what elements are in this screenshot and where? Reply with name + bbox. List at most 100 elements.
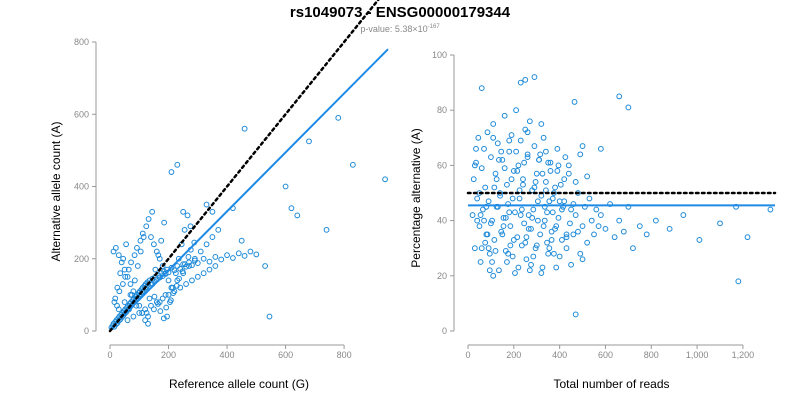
data-point: [478, 165, 485, 172]
data-point: [571, 99, 578, 105]
data-point: [523, 256, 530, 263]
data-point: [168, 284, 175, 291]
y-tick-label: 40: [437, 216, 447, 226]
x-axis-title: Reference allele count (G): [169, 377, 309, 391]
data-point: [110, 248, 117, 255]
data-point: [568, 261, 574, 268]
data-point: [572, 212, 579, 218]
data-point: [553, 264, 560, 271]
y-tick-label: 0: [442, 326, 447, 336]
y-tick-label: 80: [437, 105, 447, 115]
data-point: [575, 228, 581, 235]
data-point: [183, 281, 189, 287]
data-point: [514, 234, 521, 241]
data-point: [266, 313, 273, 320]
data-point: [506, 137, 513, 144]
data-point: [335, 114, 342, 121]
data-point: [489, 259, 495, 265]
data-point: [538, 270, 545, 276]
data-point: [501, 165, 508, 172]
data-point: [474, 217, 481, 224]
data-point: [496, 156, 502, 163]
data-point: [294, 212, 301, 219]
data-point: [479, 206, 486, 213]
data-point: [124, 317, 131, 324]
data-point: [554, 145, 561, 152]
data-point: [484, 231, 491, 238]
data-point: [184, 212, 191, 219]
data-point: [197, 248, 204, 255]
data-point: [525, 212, 532, 218]
data-point: [121, 299, 128, 306]
data-point: [513, 107, 520, 114]
data-point: [517, 79, 524, 86]
data-point: [530, 253, 537, 260]
data-point: [509, 195, 516, 202]
data-point: [127, 281, 134, 287]
data-point: [493, 176, 500, 183]
data-point: [548, 237, 555, 243]
data-point: [185, 254, 192, 260]
data-point: [547, 159, 554, 166]
data-point: [469, 212, 476, 218]
data-point: [546, 198, 553, 205]
data-point: [509, 253, 516, 260]
data-point: [224, 252, 230, 259]
data-point: [206, 258, 213, 265]
data-point: [247, 248, 254, 255]
data-point: [508, 176, 515, 183]
data-point: [498, 148, 505, 155]
data-point: [696, 237, 703, 243]
x-tick-label: 800: [337, 350, 352, 360]
data-point: [563, 245, 570, 252]
data-point: [218, 256, 225, 263]
data-point: [548, 228, 555, 235]
data-point: [534, 217, 541, 224]
data-point: [151, 293, 158, 300]
data-point: [117, 270, 124, 277]
data-point: [572, 179, 579, 185]
data-point: [133, 295, 140, 302]
data-point: [150, 241, 157, 248]
data-point: [532, 245, 539, 252]
data-point: [174, 161, 181, 168]
chart-subtitle: p-value: 5.38×10-167: [0, 24, 800, 34]
data-point: [652, 217, 659, 224]
data-point: [155, 301, 161, 307]
data-point: [542, 148, 549, 155]
data-point: [145, 313, 151, 320]
data-point: [597, 212, 604, 218]
data-point: [504, 181, 510, 188]
data-point: [584, 173, 591, 180]
data-point: [521, 220, 528, 227]
data-point: [577, 250, 584, 257]
data-point: [200, 255, 207, 262]
data-point: [484, 129, 491, 136]
data-point: [471, 245, 478, 252]
data-point: [514, 168, 521, 174]
data-point: [501, 112, 508, 119]
fit-line: [109, 48, 389, 330]
data-point: [206, 266, 213, 273]
data-point: [165, 277, 172, 284]
x-tick-label: 600: [278, 350, 293, 360]
y-tick-label: 800: [74, 37, 89, 47]
data-point: [478, 85, 485, 92]
data-point: [506, 209, 513, 216]
data-point: [531, 184, 538, 191]
data-point: [560, 203, 566, 210]
data-point: [546, 245, 553, 252]
data-point: [616, 217, 623, 224]
reference-line: [108, 0, 380, 333]
data-point: [489, 217, 495, 224]
data-point: [579, 143, 586, 149]
data-point: [505, 201, 511, 207]
data-point: [155, 252, 162, 259]
y-tick-label: 100: [432, 50, 447, 60]
data-point: [170, 290, 177, 296]
data-point: [563, 231, 570, 238]
x-tick-label: 0: [107, 350, 112, 360]
data-point: [114, 302, 120, 309]
data-point: [173, 282, 180, 289]
data-point: [524, 129, 531, 136]
